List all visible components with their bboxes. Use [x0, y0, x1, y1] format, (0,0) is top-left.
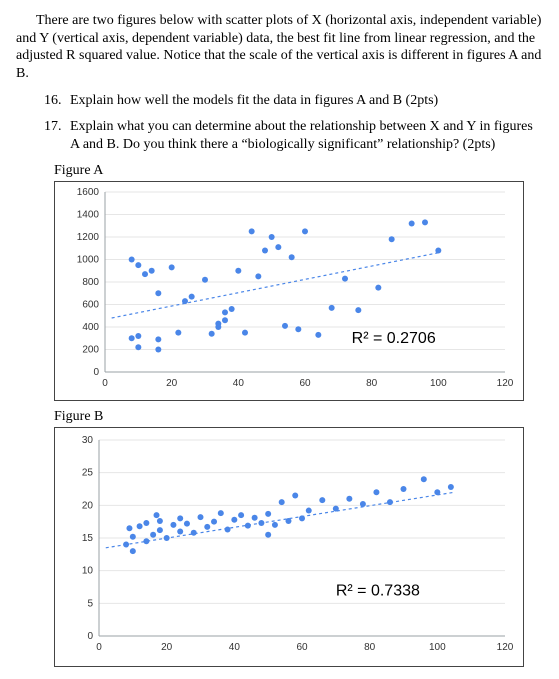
svg-text:800: 800	[82, 277, 99, 288]
svg-text:1000: 1000	[77, 254, 100, 265]
svg-text:40: 40	[229, 642, 241, 653]
figure-a-label: Figure A	[54, 163, 543, 179]
svg-text:15: 15	[82, 533, 94, 544]
question-16: 16. Explain how well the models fit the …	[44, 92, 543, 110]
svg-text:600: 600	[82, 299, 99, 310]
svg-text:20: 20	[166, 378, 178, 389]
svg-text:0: 0	[87, 631, 93, 642]
svg-text:0: 0	[96, 642, 102, 653]
figure-a-svg: 0 200 400 600 800 1000 1200 1400 1600 0 20 40 60 80 10…	[59, 186, 519, 396]
svg-text:100: 100	[429, 642, 446, 653]
svg-text:10: 10	[82, 565, 94, 576]
svg-text:25: 25	[82, 467, 94, 478]
svg-text:120: 120	[497, 378, 514, 389]
figure-b-chart: 0 5 10 15 20 25 30 0 20 40 60 80 100 120 R² = 0.7338	[54, 427, 524, 667]
question-text: Explain what you can determine about the…	[68, 118, 543, 154]
figure-b-svg: 0 5 10 15 20 25 30 0 20 40 60 80 100 120 R² = 0.7338	[59, 432, 519, 662]
svg-text:60: 60	[299, 378, 311, 389]
svg-text:20: 20	[82, 500, 94, 511]
svg-text:5: 5	[87, 598, 93, 609]
svg-text:0: 0	[93, 367, 99, 378]
svg-text:R² = 0.7338: R² = 0.7338	[336, 582, 420, 599]
intro-paragraph: There are two figures below with scatter…	[16, 12, 543, 82]
figure-b-label: Figure B	[54, 409, 543, 425]
svg-text:0: 0	[102, 378, 108, 389]
svg-text:400: 400	[82, 322, 99, 333]
svg-text:1400: 1400	[77, 209, 100, 220]
svg-text:20: 20	[161, 642, 173, 653]
svg-text:200: 200	[82, 344, 99, 355]
svg-text:100: 100	[430, 378, 447, 389]
svg-text:R² = 0.2706: R² = 0.2706	[352, 329, 436, 346]
svg-text:30: 30	[82, 435, 94, 446]
svg-text:80: 80	[364, 642, 376, 653]
svg-text:120: 120	[497, 642, 514, 653]
question-text: Explain how well the models fit the data…	[68, 92, 543, 110]
svg-text:1200: 1200	[77, 232, 100, 243]
question-list: 16. Explain how well the models fit the …	[44, 92, 543, 155]
figure-a-chart: 0 200 400 600 800 1000 1200 1400 1600 0 20 40 60 80 10…	[54, 181, 524, 401]
svg-text:40: 40	[233, 378, 245, 389]
svg-text:1600: 1600	[77, 187, 100, 198]
question-17: 17. Explain what you can determine about…	[44, 118, 543, 154]
question-number: 17.	[44, 118, 68, 154]
question-number: 16.	[44, 92, 68, 110]
svg-text:80: 80	[366, 378, 378, 389]
svg-text:60: 60	[296, 642, 308, 653]
